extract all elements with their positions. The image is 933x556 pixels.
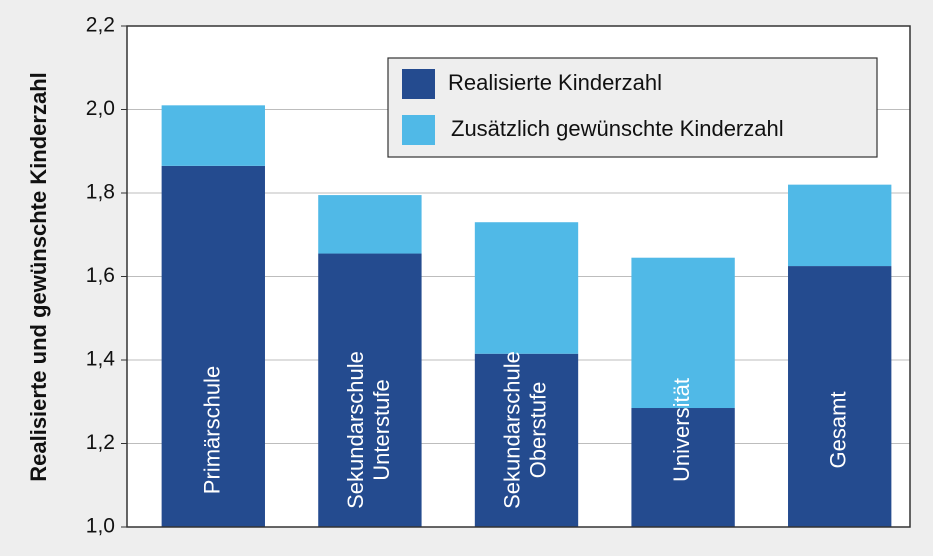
bar-segment [318, 195, 422, 254]
category-label: Gesamt [826, 391, 851, 468]
legend-box [387, 57, 878, 158]
bar-segment [161, 105, 265, 166]
bar-segment [788, 266, 892, 527]
bar-segment [474, 353, 579, 527]
category-label: SekundarschuleOberstufe [499, 351, 550, 509]
bar-segment [474, 222, 579, 354]
y-tick-label: 1,0 [86, 515, 115, 538]
category-label: Primärschule [199, 366, 224, 494]
bar-segment [318, 253, 422, 527]
bar-segment [631, 257, 735, 409]
legend-label: Zusätzlich gewünschte Kinderzahl [451, 116, 784, 141]
legend-label: Realisierte Kinderzahl [448, 70, 662, 95]
bar-segment [631, 408, 735, 527]
legend: Realisierte Kinderzahl Zusätzlich gewünsc… [387, 57, 878, 158]
category-label: SekundarschuleUnterstufe [343, 351, 394, 509]
bar-segment [788, 184, 892, 267]
y-tick-label: 2,2 [86, 14, 115, 37]
y-tick-label: 1,4 [86, 348, 116, 371]
y-tick-label: 2,0 [86, 97, 115, 120]
bars: Primärschule SekundarschuleUnterstufe Seku… [161, 105, 892, 528]
y-tick-label: 1,8 [86, 181, 115, 204]
bar-segment [161, 165, 265, 528]
y-tick-label: 1,2 [86, 431, 115, 454]
legend-swatch [402, 69, 435, 99]
y-tick-label: 1,6 [86, 264, 115, 287]
y-axis-label: Realisierte und gewünschte Kinderzahl [26, 72, 51, 482]
legend-swatch [402, 115, 435, 145]
category-label: Universität [669, 378, 694, 482]
